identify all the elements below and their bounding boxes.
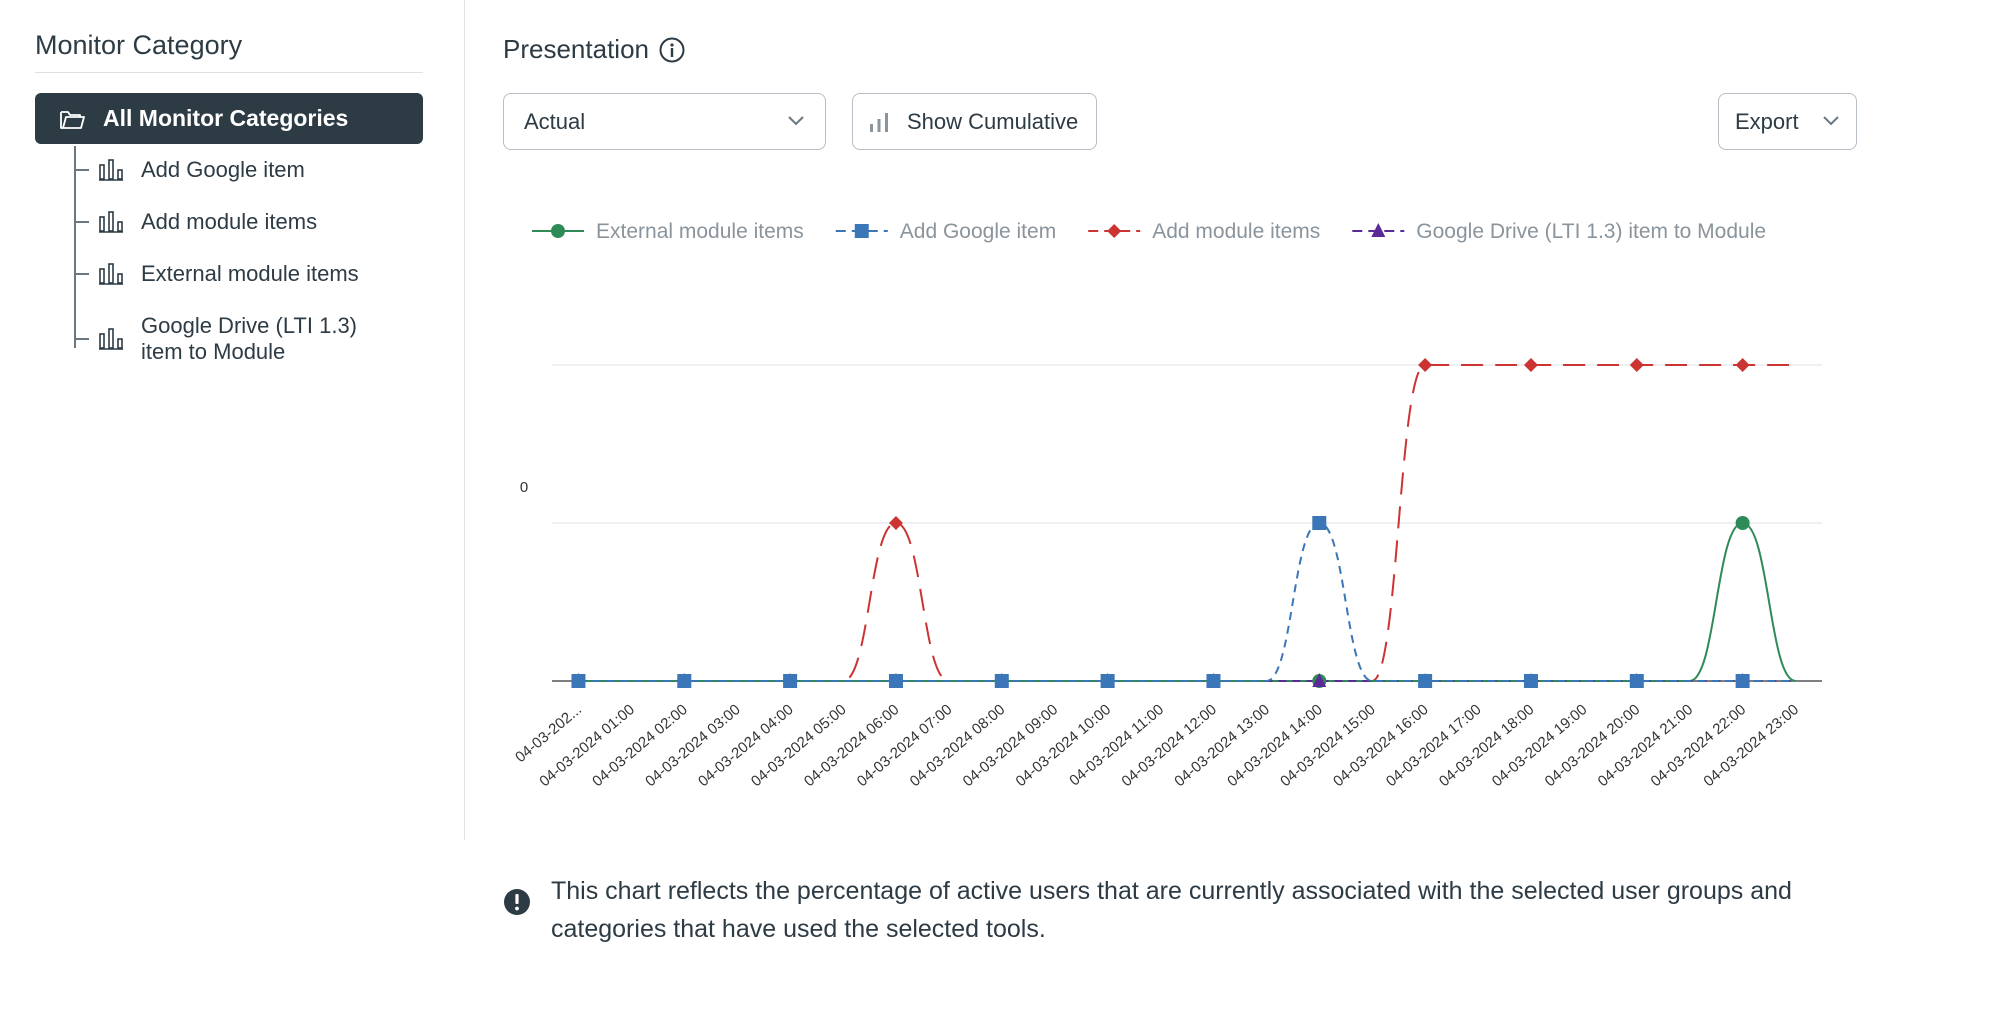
bar-chart-icon — [99, 328, 123, 350]
all-monitor-categories-label: All Monitor Categories — [103, 105, 349, 131]
export-label: Export — [1735, 108, 1799, 134]
sidebar-item-label: External module items — [141, 261, 359, 286]
bar-chart-icon — [99, 211, 123, 233]
presentation-header: Presentation — [503, 34, 685, 65]
sidebar-item-label: Add Google item — [141, 157, 305, 182]
presentation-title: Presentation — [503, 34, 649, 64]
sidebar-item-add-google-item[interactable]: Add Google item — [74, 157, 305, 183]
presentation-panel: Presentation Actual Show Cumulative Expo… — [465, 0, 2012, 1010]
bar-chart-icon — [870, 112, 888, 132]
presentation-select-value: Actual — [524, 108, 586, 134]
show-cumulative-button[interactable]: Show Cumulative — [852, 93, 1097, 150]
sidebar-item-google-drive-item-to-module[interactable]: Google Drive (LTI 1.3) item to Module — [74, 313, 357, 365]
export-button[interactable]: Export — [1718, 93, 1857, 150]
show-cumulative-label: Show Cumulative — [907, 108, 1079, 134]
info-icon[interactable] — [659, 37, 685, 63]
sidebar-item-add-module-items[interactable]: Add module items — [74, 209, 317, 235]
sidebar-item-external-module-items[interactable]: External module items — [74, 261, 359, 287]
folder-icon — [60, 110, 85, 129]
chevron-down-icon — [1823, 116, 1839, 126]
chart-note-text: This chart reflects the percentage of ac… — [551, 877, 1792, 943]
presentation-select[interactable]: Actual — [503, 93, 826, 150]
all-monitor-categories-button[interactable]: All Monitor Categories — [35, 93, 423, 144]
chart-note: This chart reflects the percentage of ac… — [503, 872, 1903, 948]
tree-connector — [74, 146, 76, 348]
bar-chart-icon — [99, 159, 123, 181]
monitor-category-title: Monitor Category — [35, 30, 243, 60]
sidebar-item-label: Add module items — [141, 209, 318, 234]
bar-chart-icon — [99, 263, 123, 285]
monitor-category-panel: Monitor Category All Monitor Categories … — [0, 0, 465, 840]
alert-icon — [504, 889, 530, 915]
divider — [35, 72, 423, 73]
chevron-down-icon — [788, 116, 804, 126]
sidebar-item-label: Google Drive (LTI 1.3) item to Module — [141, 313, 358, 364]
